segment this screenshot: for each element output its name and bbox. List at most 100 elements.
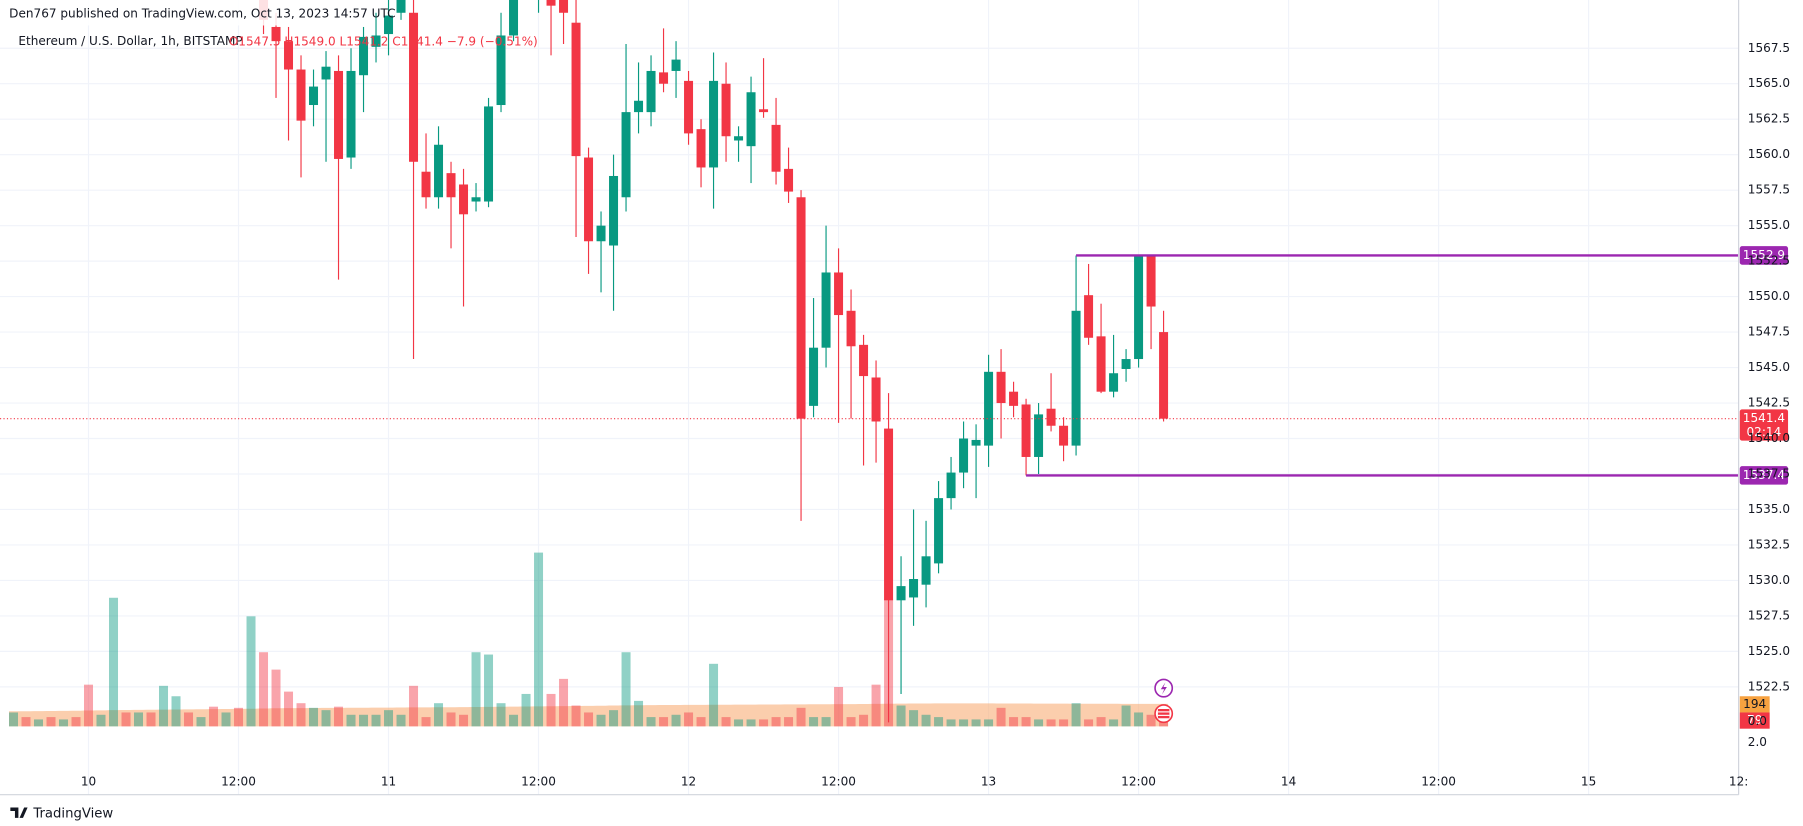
x-tick-label: 12:00 [1121,774,1156,788]
header-bg [0,0,368,26]
volume-bar [821,717,831,727]
x-tick-label: 12:00 [1421,774,1456,788]
volume-bar [109,597,119,727]
volume-bar [196,717,206,727]
volume-bar [746,719,756,727]
volume-bar [1121,705,1131,727]
x-tick-label: 14 [1281,774,1297,788]
volume-bar [471,652,481,727]
event-icons [1154,678,1174,724]
volume-bar [34,719,44,727]
volume-bar [571,705,581,727]
candle-body [1109,373,1119,392]
flag [1157,708,1170,719]
volume-bar [359,714,369,727]
volume-bar [959,719,969,727]
volume-bar [484,654,494,727]
volume-bar [434,703,444,727]
candle-body [746,92,756,147]
volume-bar [221,712,231,727]
candle-body [846,310,856,347]
candle-body [496,35,506,106]
countdown-label: 02:14 [1747,425,1782,439]
y-tick-label: 1525.0 [1748,644,1790,658]
volume-bar [396,714,406,727]
volume-bar [146,712,156,727]
volume-bar [721,717,731,727]
brand-name: TradingView [32,806,113,821]
candle-body [1071,310,1081,446]
volume-bar [134,712,144,727]
last-price-box [1739,409,1789,441]
volume-bar [1071,703,1081,727]
volume-bar [184,712,194,727]
volume-bar [259,652,269,727]
candle-body [571,22,581,157]
candle-body [596,225,606,242]
volume-bar [796,707,806,727]
candle-body [421,171,431,198]
volume-bar [346,714,356,727]
volume-bar [84,684,94,727]
volume-bar [1146,714,1156,727]
volume-pane [9,552,1169,727]
candle-body [371,35,381,47]
y-tick-label: 1535.0 [1748,502,1790,516]
volume-bar [521,693,531,727]
candle-body [621,112,631,198]
y-tick-label: 1522.5 [1748,679,1790,693]
candle-body [346,70,356,158]
candle-body [671,59,681,71]
volume-bar [459,714,469,727]
y-tick-label: 1565.0 [1748,76,1790,90]
candle-body [809,347,819,406]
volume-box [1739,712,1770,729]
volume-bar [859,714,869,727]
volume-bar [921,714,931,727]
volume-bar [1134,712,1144,727]
volume-bar [946,719,956,727]
volume-bar [1009,717,1019,727]
y-tick-label: 1557.5 [1748,183,1790,197]
volume-bar [596,714,606,727]
candle-body [759,109,769,113]
legend-high: H1549.0 [284,34,335,48]
last-price-label: 1541.4 [1743,411,1786,425]
volume-axis-label: 2.0 [1748,735,1767,749]
volume-ma-box [1739,696,1770,713]
y-tick-label: 1562.5 [1748,112,1790,126]
volume-bar [446,712,456,727]
candle-body [271,26,281,42]
volume-bar [496,703,506,727]
candles [259,0,1169,723]
candle-body [946,472,956,499]
candle-body [959,438,969,473]
candle-body [984,371,994,446]
brand: TradingView [10,806,113,821]
candle-body [609,175,619,246]
volume-bar [321,710,331,727]
volume-bar [659,717,669,727]
volume-bar [384,710,394,727]
volume-axis-label: 0.0 [1748,714,1767,728]
volume-bar [1084,719,1094,727]
volume-bar [59,719,69,727]
candle-body [309,86,319,106]
candle-body [1146,255,1156,307]
volume-bar [896,705,906,727]
volume-bar [621,652,631,727]
volume-ma-area [9,703,1169,727]
x-tick-label: 11 [381,774,396,788]
volume-bar [234,707,244,727]
volume-bar [634,700,644,727]
x-tick-label: 12:00 [821,774,856,788]
candle-body [334,70,344,159]
volume-bar [209,706,219,727]
candle-body [796,197,806,419]
volume-label: 79 [1747,713,1762,727]
volume-bar [334,706,344,727]
candle-body [484,106,494,202]
candle-body [909,579,919,598]
volume-bar [646,717,656,727]
volume-bar [1096,717,1106,727]
